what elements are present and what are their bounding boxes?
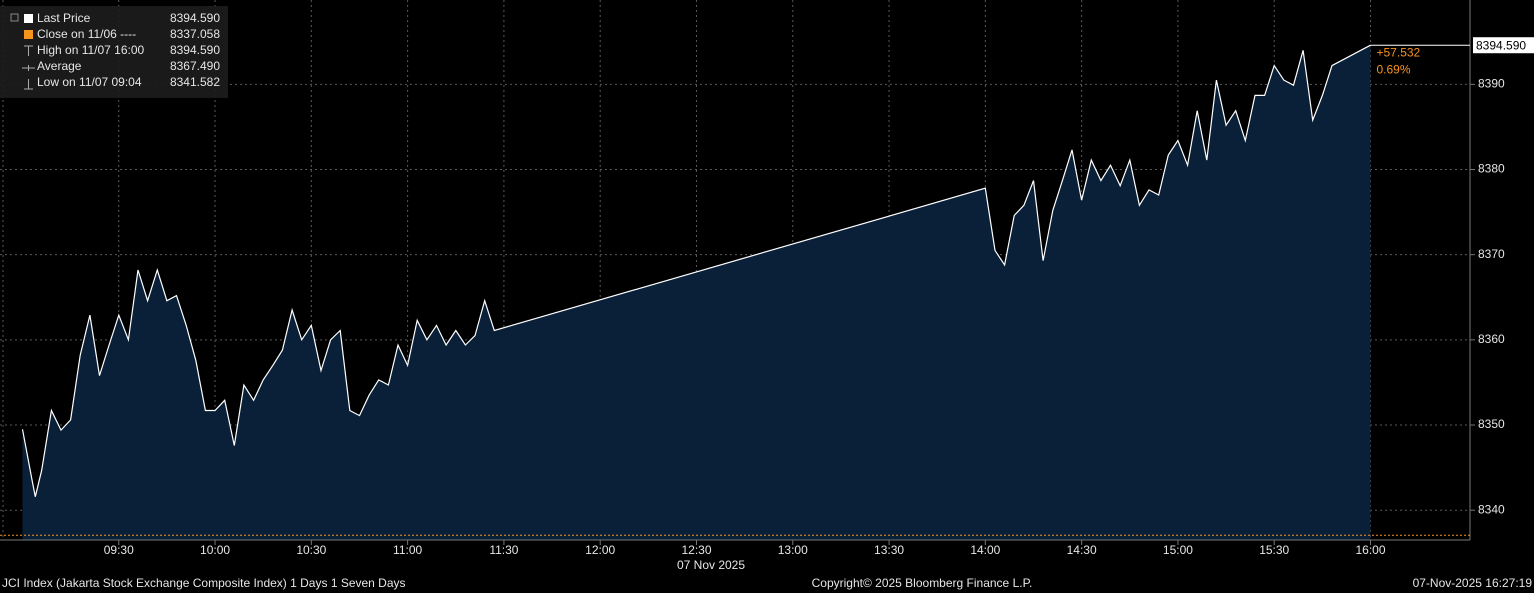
legend-label: Low on 11/07 09:04: [37, 75, 142, 89]
x-tick-label: 13:00: [778, 543, 808, 557]
legend-value: 8341.582: [170, 75, 220, 89]
x-tick-label: 12:00: [585, 543, 615, 557]
legend-icon: [22, 65, 35, 71]
x-tick-label: 11:30: [489, 543, 518, 557]
y-tick-label: 8340: [1478, 502, 1505, 516]
legend-icon: [24, 79, 33, 90]
x-tick-label: 10:00: [200, 543, 230, 557]
legend-value: 8337.058: [170, 27, 220, 41]
legend-toggle[interactable]: [10, 13, 19, 22]
legend-label: Last Price: [37, 11, 91, 25]
y-tick-label: 8350: [1478, 417, 1505, 431]
legend-swatch: [24, 14, 33, 23]
change-pct-label: 0.69%: [1377, 62, 1411, 76]
y-tick-label: 8370: [1478, 247, 1505, 261]
area: [22, 45, 1371, 540]
last-price-tag-label: 8394.590: [1476, 38, 1526, 52]
legend-value: 8394.590: [170, 43, 220, 57]
x-tick-label: 15:00: [1163, 543, 1193, 557]
y-tick-label: 8380: [1478, 162, 1505, 176]
footer-right: 07-Nov-2025 16:27:19: [1413, 576, 1533, 590]
last-price-tag: [1473, 37, 1534, 54]
x-tick-label: 10:30: [296, 543, 326, 557]
legend-label: Average: [37, 59, 82, 73]
legend-label: High on 11/07 16:00: [37, 43, 145, 57]
footer-left: JCI Index (Jakarta Stock Exchange Compos…: [2, 576, 406, 590]
y-tick-label: 8360: [1478, 332, 1505, 346]
x-tick-label: 11:00: [393, 543, 422, 557]
x-tick-label: 14:00: [970, 543, 1000, 557]
line: [21, 44, 1371, 497]
plot-area: [0, 0, 1470, 540]
x-tick-label: 15:30: [1259, 543, 1289, 557]
footer-center: Copyright© 2025 Bloomberg Finance L.P.: [812, 576, 1033, 590]
change-label: +57.532: [1377, 45, 1421, 59]
y-tick-label: 8390: [1478, 76, 1505, 90]
x-axis-date: 07 Nov 2025: [677, 558, 745, 572]
x-tick-label: 09:30: [104, 543, 134, 557]
legend-label: Close on 11/06 ----: [37, 27, 136, 41]
legend-icon: [24, 45, 33, 56]
x-tick-label: 14:30: [1067, 543, 1097, 557]
legend-box: [0, 6, 228, 98]
legend-value: 8367.490: [170, 59, 220, 73]
legend-swatch: [24, 30, 33, 39]
x-tick-label: 12:30: [681, 543, 711, 557]
legend-value: 8394.590: [170, 11, 220, 25]
x-tick-label: 16:00: [1355, 543, 1385, 557]
x-tick-label: 13:30: [874, 543, 904, 557]
